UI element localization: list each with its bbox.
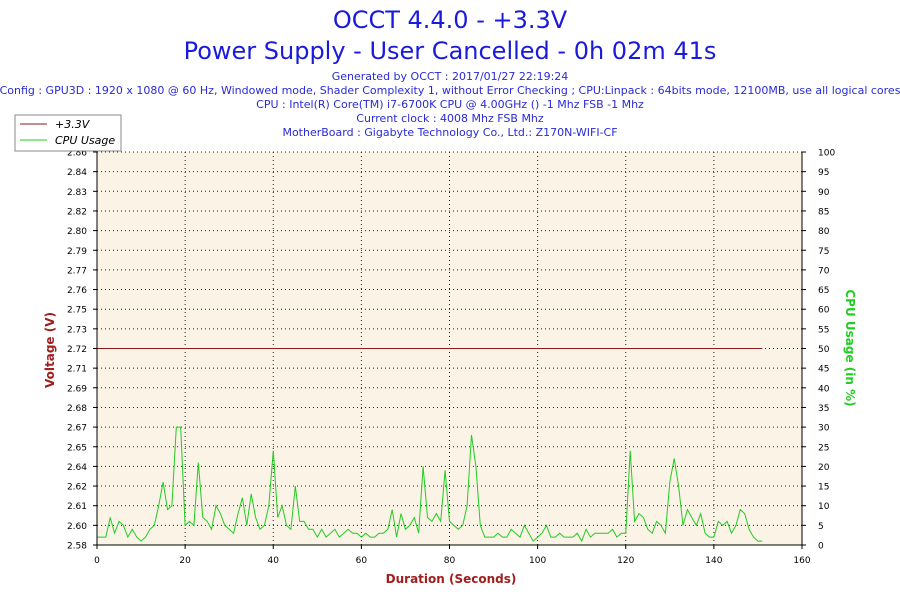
y-tick-label: 2.76 (67, 286, 87, 296)
y-axis-label: Voltage (V) (43, 312, 57, 388)
x-tick-label: 40 (268, 556, 280, 566)
x-tick-label: 0 (94, 556, 100, 566)
y2-tick-label: 35 (818, 404, 829, 414)
config-info: Config : GPU3D : 1920 x 1080 @ 60 Hz, Wi… (0, 84, 900, 97)
y-tick-label: 2.58 (67, 542, 87, 552)
y2-tick-label: 70 (818, 266, 830, 276)
x-tick-label: 140 (705, 556, 722, 566)
y2-tick-label: 5 (818, 522, 824, 532)
legend-box (14, 114, 122, 152)
legend-label: CPU Usage (55, 134, 115, 147)
y2-tick-label: 60 (818, 306, 830, 316)
y-tick-label: 2.64 (67, 463, 87, 473)
cpu-usage-series-line (97, 426, 763, 543)
cpu-info: CPU : Intel(R) Core(TM) i7-6700K CPU @ 4… (256, 98, 644, 111)
y-tick-label: 2.86 (67, 149, 87, 159)
y-tick-label: 2.61 (67, 502, 87, 512)
y2-tick-label: 100 (818, 149, 835, 159)
y2-tick-label: 25 (818, 443, 829, 453)
y-tick-label: 2.60 (67, 522, 87, 532)
y-tick-label: 2.67 (67, 424, 87, 434)
x-tick-label: 20 (179, 556, 191, 566)
y2-tick-label: 95 (818, 168, 829, 178)
y-tick-label: 2.72 (67, 345, 87, 355)
y-tick-label: 2.71 (67, 365, 87, 375)
x-tick-label: 160 (793, 556, 810, 566)
y2-tick-label: 10 (818, 502, 830, 512)
motherboard-info: MotherBoard : Gigabyte Technology Co., L… (282, 126, 618, 139)
x-tick-label: 60 (356, 556, 368, 566)
legend: +3.3V CPU Usage (14, 114, 122, 152)
y2-tick-label: 90 (818, 188, 830, 198)
y-tick-label: 2.77 (67, 266, 87, 276)
x-tick-label: 80 (444, 556, 456, 566)
y2-tick-label: 65 (818, 286, 829, 296)
y-tick-label: 2.79 (67, 247, 87, 257)
y2-tick-label: 20 (818, 463, 830, 473)
generated-info: Generated by OCCT : 2017/01/27 22:19:24 (331, 70, 569, 83)
y-tick-label: 2.69 (67, 384, 87, 394)
y-tick-label: 2.82 (67, 207, 87, 217)
chart-subtitle: Power Supply - User Cancelled - 0h 02m 4… (183, 37, 717, 65)
y-tick-label: 2.80 (67, 227, 87, 237)
axes: 2.58 0 2.60 5 2.61 10 2.62 15 2.64 20 2.65 25 2.67 30… (67, 149, 835, 567)
y-tick-label: 2.62 (67, 483, 87, 493)
y2-tick-label: 40 (818, 384, 830, 394)
x-tick-label: 120 (617, 556, 634, 566)
y2-axis-label: CPU Usage (in %) (843, 289, 857, 406)
y-tick-label: 2.68 (67, 404, 87, 414)
y-tick-label: 2.75 (67, 306, 87, 316)
x-tick-label: 100 (529, 556, 546, 566)
y2-tick-label: 15 (818, 483, 829, 493)
y2-tick-label: 0 (818, 542, 824, 552)
series-layer (97, 348, 763, 543)
y2-tick-label: 45 (818, 365, 829, 375)
y-tick-label: 2.65 (67, 443, 87, 453)
legend-label: +3.3V (55, 118, 91, 131)
y2-tick-label: 85 (818, 207, 829, 217)
x-axis-label: Duration (Seconds) (386, 572, 517, 586)
clock-info: Current clock : 4008 Mhz FSB Mhz (356, 112, 544, 125)
chart-title: OCCT 4.4.0 - +3.3V (332, 6, 568, 34)
y-tick-label: 2.84 (67, 168, 87, 178)
y-tick-label: 2.83 (67, 188, 87, 198)
y2-tick-label: 30 (818, 424, 830, 434)
y2-tick-label: 50 (818, 345, 830, 355)
y2-tick-label: 55 (818, 325, 829, 335)
y2-tick-label: 80 (818, 227, 830, 237)
y2-tick-label: 75 (818, 247, 829, 257)
y-tick-label: 2.73 (67, 325, 87, 335)
